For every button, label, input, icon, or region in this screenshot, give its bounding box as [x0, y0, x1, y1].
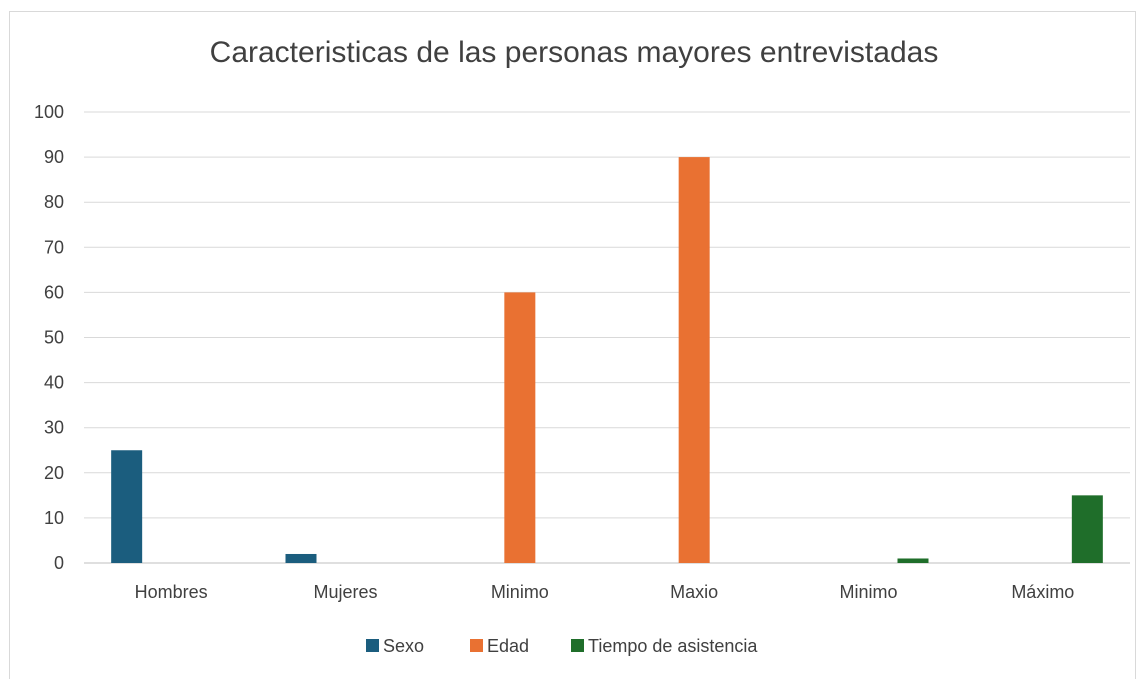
- y-tick-label: 90: [44, 147, 64, 167]
- x-tick-label: Mujeres: [313, 582, 377, 602]
- y-tick-label: 20: [44, 463, 64, 483]
- legend-swatch: [366, 639, 379, 652]
- y-tick-label: 70: [44, 237, 64, 257]
- legend: Sexo Edad Tiempo de asistencia: [366, 636, 758, 656]
- chart-title: Caracteristicas de las personas mayores …: [209, 36, 939, 69]
- x-tick-label: Máximo: [1011, 582, 1074, 602]
- bar-sexo-1: [285, 553, 317, 563]
- x-tick-label: Hombres: [135, 582, 208, 602]
- y-axis-labels: 0 10 20 30 40 50 60 70 80 90 100: [34, 102, 64, 573]
- y-tick-label: 10: [44, 508, 64, 528]
- x-tick-label: Minimo: [491, 582, 549, 602]
- legend-swatch: [470, 639, 483, 652]
- y-tick-label: 50: [44, 328, 64, 348]
- x-axis-labels: Hombres Mujeres Minimo Maxio Minimo Máximo: [135, 582, 1075, 602]
- legend-label: Tiempo de asistencia: [588, 636, 758, 656]
- y-tick-label: 40: [44, 373, 64, 393]
- y-tick-label: 80: [44, 192, 64, 212]
- y-tick-label: 100: [34, 102, 64, 122]
- bar-tiempo-de-asistencia-5: [1071, 495, 1103, 563]
- y-tick-label: 30: [44, 418, 64, 438]
- legend-label: Edad: [487, 636, 529, 656]
- bar-edad-2: [504, 292, 536, 563]
- legend-swatch: [571, 639, 584, 652]
- y-tick-label: 0: [54, 553, 64, 573]
- x-tick-label: Maxio: [670, 582, 718, 602]
- bar-edad-3: [678, 157, 710, 563]
- x-tick-label: Minimo: [839, 582, 897, 602]
- chart-frame: [9, 11, 1136, 679]
- legend-label: Sexo: [383, 636, 424, 656]
- gridlines: [84, 111, 1130, 564]
- bars: [111, 157, 1103, 563]
- bar-tiempo-de-asistencia-4: [897, 558, 929, 563]
- y-tick-label: 60: [44, 282, 64, 302]
- bar-sexo-0: [111, 450, 143, 563]
